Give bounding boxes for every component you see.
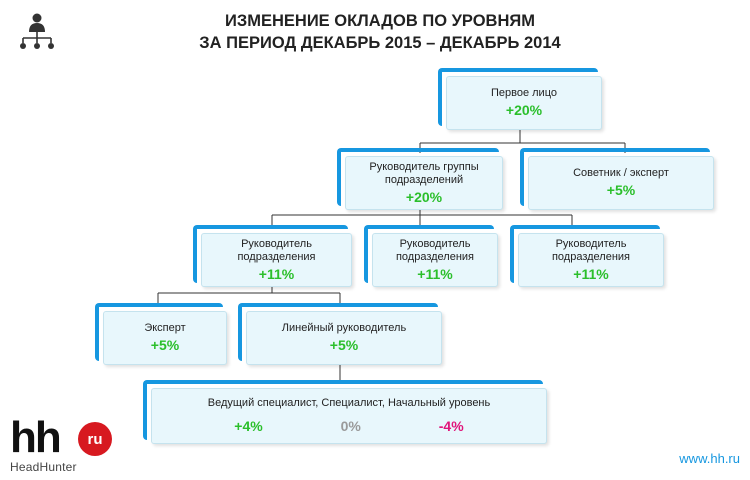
node-label: Руководитель группы подразделений bbox=[369, 160, 479, 186]
node-change: +11% bbox=[573, 265, 609, 282]
node-advisor: Советник / эксперт +5% bbox=[520, 148, 714, 210]
node-label: Руководитель подразделения bbox=[237, 237, 316, 263]
node-expert: Эксперт +5% bbox=[95, 303, 227, 365]
node-change: +11% bbox=[258, 265, 295, 282]
node-first-person: Первое лицо +20% bbox=[438, 68, 602, 130]
node-change: +11% bbox=[417, 265, 453, 282]
website-link[interactable]: www.hh.ru bbox=[679, 451, 740, 466]
node-change: +20% bbox=[505, 102, 543, 118]
node-dept-head-2: Руководитель подразделения +11% bbox=[364, 225, 498, 287]
node-line-manager: Линейный руководитель +5% bbox=[238, 303, 442, 365]
headhunter-logo: hh ru HeadHunter bbox=[10, 413, 112, 474]
node-change: +5% bbox=[150, 337, 180, 353]
node-change-negative: -4% bbox=[438, 418, 464, 434]
node-specialists: Ведущий специалист, Специалист, Начальны… bbox=[143, 380, 547, 444]
node-change-row: +4% 0% -4% bbox=[195, 416, 502, 435]
node-label: Первое лицо bbox=[490, 87, 557, 99]
org-structure-icon bbox=[20, 13, 54, 49]
page-title-line-1: ИЗМЕНЕНИЕ ОКЛАДОВ ПО УРОВНЯМ bbox=[225, 12, 535, 30]
node-label: Советник / эксперт bbox=[573, 167, 669, 179]
node-change: +20% bbox=[405, 188, 443, 205]
node-change-neutral: 0% bbox=[340, 418, 361, 434]
logo-subtitle: HeadHunter bbox=[10, 460, 77, 474]
node-group-head: Руководитель группы подразделений +20% bbox=[337, 148, 503, 210]
node-change-positive: +4% bbox=[234, 418, 263, 434]
node-label: Эксперт bbox=[144, 322, 186, 334]
node-label: Руководитель подразделения bbox=[551, 237, 631, 263]
node-label: Руководитель подразделения bbox=[395, 237, 475, 263]
node-dept-head-1: Руководитель подразделения +11% bbox=[193, 225, 352, 287]
node-change: +5% bbox=[329, 337, 359, 353]
node-label: Линейный руководитель bbox=[281, 322, 407, 334]
node-label: Ведущий специалист, Специалист, Начальны… bbox=[207, 397, 491, 409]
page-title-line-2: ЗА ПЕРИОД ДЕКАБРЬ 2015 – ДЕКАБРЬ 2014 bbox=[199, 34, 561, 52]
logo-badge: ru bbox=[78, 422, 112, 456]
logo-letters: hh bbox=[10, 413, 62, 462]
node-dept-head-3: Руководитель подразделения +11% bbox=[510, 225, 664, 287]
node-change: +5% bbox=[606, 182, 636, 198]
